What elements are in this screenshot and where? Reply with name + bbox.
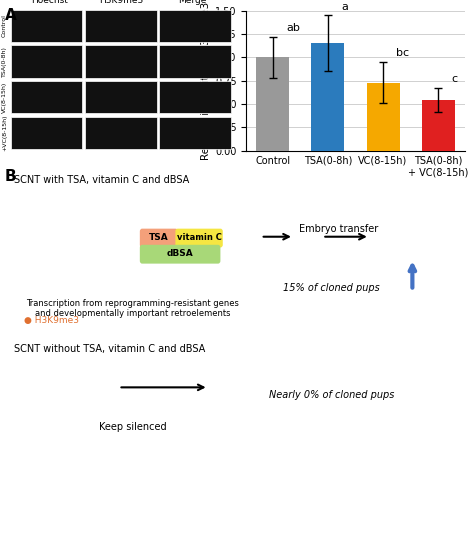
Text: H3K9me3: H3K9me3 (99, 0, 143, 5)
Text: SCNT without TSA, vitamin C and dBSA: SCNT without TSA, vitamin C and dBSA (14, 344, 205, 355)
Text: Control: Control (2, 15, 7, 37)
Bar (366, 82, 400, 151)
Text: TSA(0-8h)
+VC(8-15h): TSA(0-8h) +VC(8-15h) (0, 115, 7, 151)
Text: vitamin C: vitamin C (177, 233, 221, 242)
Text: SCNT with TSA, vitamin C and dBSA: SCNT with TSA, vitamin C and dBSA (14, 175, 190, 185)
Bar (421, 100, 455, 151)
Text: dBSA: dBSA (167, 250, 193, 258)
Text: 15% of cloned pups: 15% of cloned pups (283, 283, 380, 293)
Text: ● H3K9me3: ● H3K9me3 (24, 316, 79, 324)
Text: VC(8-15h): VC(8-15h) (2, 82, 7, 113)
Text: ab: ab (286, 23, 300, 33)
Text: Transcription from reprogramming‑resistant genes
and developmentally important r: Transcription from reprogramming‑resista… (26, 299, 239, 318)
Text: TSA(0-8h): TSA(0-8h) (2, 46, 7, 77)
Text: Embryo transfer: Embryo transfer (299, 224, 378, 233)
Text: B: B (5, 169, 17, 185)
Y-axis label: Relative intensity of H3K9me3: Relative intensity of H3K9me3 (201, 2, 211, 160)
Text: A: A (5, 8, 17, 23)
Bar (256, 58, 290, 151)
Text: Merge: Merge (178, 0, 206, 5)
Text: Hoechst: Hoechst (31, 0, 68, 5)
Text: bc: bc (396, 48, 410, 58)
Text: a: a (341, 2, 348, 12)
Bar (311, 44, 345, 151)
Text: Keep silenced: Keep silenced (99, 422, 166, 433)
Text: c: c (451, 74, 457, 84)
Text: TSA: TSA (149, 233, 169, 242)
Text: Nearly 0% of cloned pups: Nearly 0% of cloned pups (269, 391, 394, 400)
